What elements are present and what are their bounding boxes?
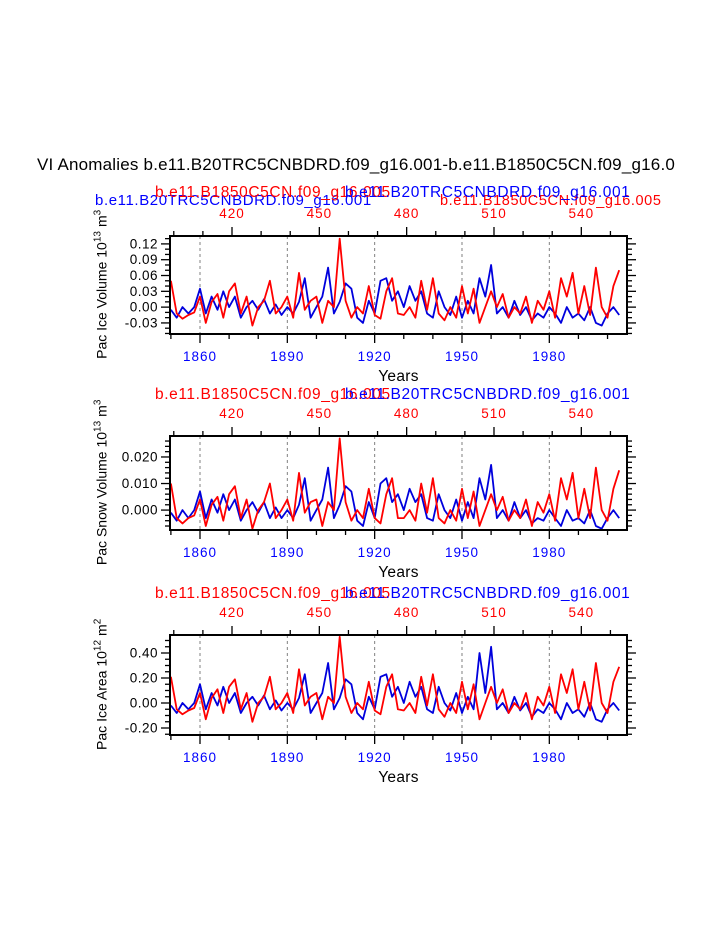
y-axis-unit-exponent: 3: [92, 399, 104, 406]
y-tick-label: 0.00: [130, 696, 158, 711]
x-top-tick-label: 480: [394, 206, 420, 221]
y-tick-label: 0.03: [130, 284, 158, 299]
x-axis-title: Years: [378, 564, 419, 581]
red-series-line: [170, 237, 621, 327]
y-tick-label: 0.09: [130, 252, 158, 267]
x-tick-label: 1890: [270, 349, 304, 364]
y-tick-label: 0.00: [130, 300, 158, 315]
x-top-tick-label: 480: [394, 406, 420, 421]
y-axis-unit-exponent: 3: [92, 209, 104, 216]
panel2-subtitle-red: b.e11.B1850C5CN.f09_g16.005: [155, 386, 391, 403]
x-tick-label: 1950: [445, 750, 479, 765]
y-axis-title-text: Pac Snow Volume 10: [93, 431, 110, 566]
x-tick-label: 1860: [183, 349, 217, 364]
main-title: VI Anomalies b.e11.B20TRC5CNBDRD.f09_g16…: [37, 155, 676, 174]
y-tick-label: 0.020: [122, 449, 158, 464]
x-top-tick-label: 420: [219, 406, 245, 421]
x-axis-title: Years: [378, 769, 419, 786]
panel1-transient-run-label: b.e11.B20TRC5CNBDRD.f09_g16.001: [95, 192, 372, 209]
x-tick-label: 1860: [183, 750, 217, 765]
y-tick-label: 0.12: [130, 236, 158, 251]
panel3-subtitle-blue: b.e11.B20TRC5CNBDRD.f09_g16.001: [345, 585, 631, 602]
y-tick-label: 0.010: [122, 476, 158, 491]
x-top-tick-label: 510: [481, 406, 507, 421]
y-axis-exponent: 13: [92, 231, 104, 243]
y-axis-unit: m: [93, 624, 110, 636]
panel2-y-axis-title: Pac Snow Volume 1013 m3: [93, 372, 110, 592]
x-top-tick-label: 420: [219, 206, 245, 221]
x-top-tick-label: 450: [307, 605, 333, 620]
y-axis-title-text: Pac Ice Area 10: [93, 651, 110, 750]
x-axis-title: Years: [378, 368, 419, 385]
y-axis-unit: m: [93, 215, 110, 228]
x-top-tick-label: 540: [569, 206, 595, 221]
y-axis-exponent: 12: [92, 639, 104, 652]
x-tick-label: 1980: [532, 750, 566, 765]
red-series-line: [170, 635, 621, 723]
x-top-tick-label: 510: [481, 206, 507, 221]
x-top-tick-label: 510: [481, 605, 507, 620]
blue-series-line: [170, 645, 620, 723]
x-tick-label: 1920: [358, 545, 392, 560]
x-tick-label: 1980: [532, 349, 566, 364]
x-tick-label: 1950: [445, 349, 479, 364]
pac-snow-volume-panel: 1860 1890 1920 1950 1980 420 450 480 510 540 0.020…: [122, 406, 636, 581]
panel1-subtitle-red: b.e11.B1850C5CN.f09_g16.005: [155, 184, 391, 201]
x-top-tick-label: 480: [394, 605, 420, 620]
red-series-line: [170, 437, 621, 530]
x-top-tick-label: 420: [219, 605, 245, 620]
x-tick-label: 1980: [532, 545, 566, 560]
x-tick-label: 1860: [183, 545, 217, 560]
y-tick-label: 0.000: [122, 503, 158, 518]
panel3-subtitle-red: b.e11.B1850C5CN.f09_g16.005: [155, 585, 391, 602]
y-axis-unit-exponent: 2: [92, 618, 104, 625]
y-tick-label: 0.20: [130, 671, 158, 686]
plot-frame: [169, 235, 628, 335]
x-tick-label: 1890: [270, 750, 304, 765]
pac-ice-area-panel: 1860 1890 1920 1950 1980 420 450 480 510 540 0.40 0…: [125, 605, 636, 786]
plot-frame: [169, 435, 628, 531]
panel1-subtitle-blue: b.e11.B20TRC5CNBDRD.f09_g16.001: [345, 184, 631, 201]
x-top-tick-label: 540: [569, 605, 595, 620]
panel3-y-axis-title: Pac Ice Area 1012 m2: [93, 574, 110, 794]
y-axis-title-text: Pac Ice Volume 10: [93, 242, 110, 359]
y-tick-label: -0.20: [125, 721, 158, 736]
x-top-tick-label: 450: [307, 406, 333, 421]
y-tick-label: -0.03: [125, 315, 158, 330]
x-top-tick-label: 540: [569, 406, 595, 421]
panel2-subtitle-blue: b.e11.B20TRC5CNBDRD.f09_g16.001: [345, 386, 631, 403]
y-tick-label: 0.06: [130, 268, 158, 283]
panel1-control-run-label: b.e11.B1850C5CN.f09_g16.005: [440, 193, 662, 209]
y-tick-label: 0.40: [130, 646, 158, 661]
panel1-y-axis-title: Pac Ice Volume 1013 m3: [93, 174, 110, 394]
x-tick-label: 1890: [270, 545, 304, 560]
x-tick-label: 1920: [358, 349, 392, 364]
x-tick-label: 1950: [445, 545, 479, 560]
x-top-tick-label: 450: [307, 206, 333, 221]
y-axis-unit: m: [93, 405, 110, 417]
y-axis-exponent: 13: [92, 420, 104, 432]
plot-frame: [169, 634, 628, 736]
x-tick-label: 1920: [358, 750, 392, 765]
